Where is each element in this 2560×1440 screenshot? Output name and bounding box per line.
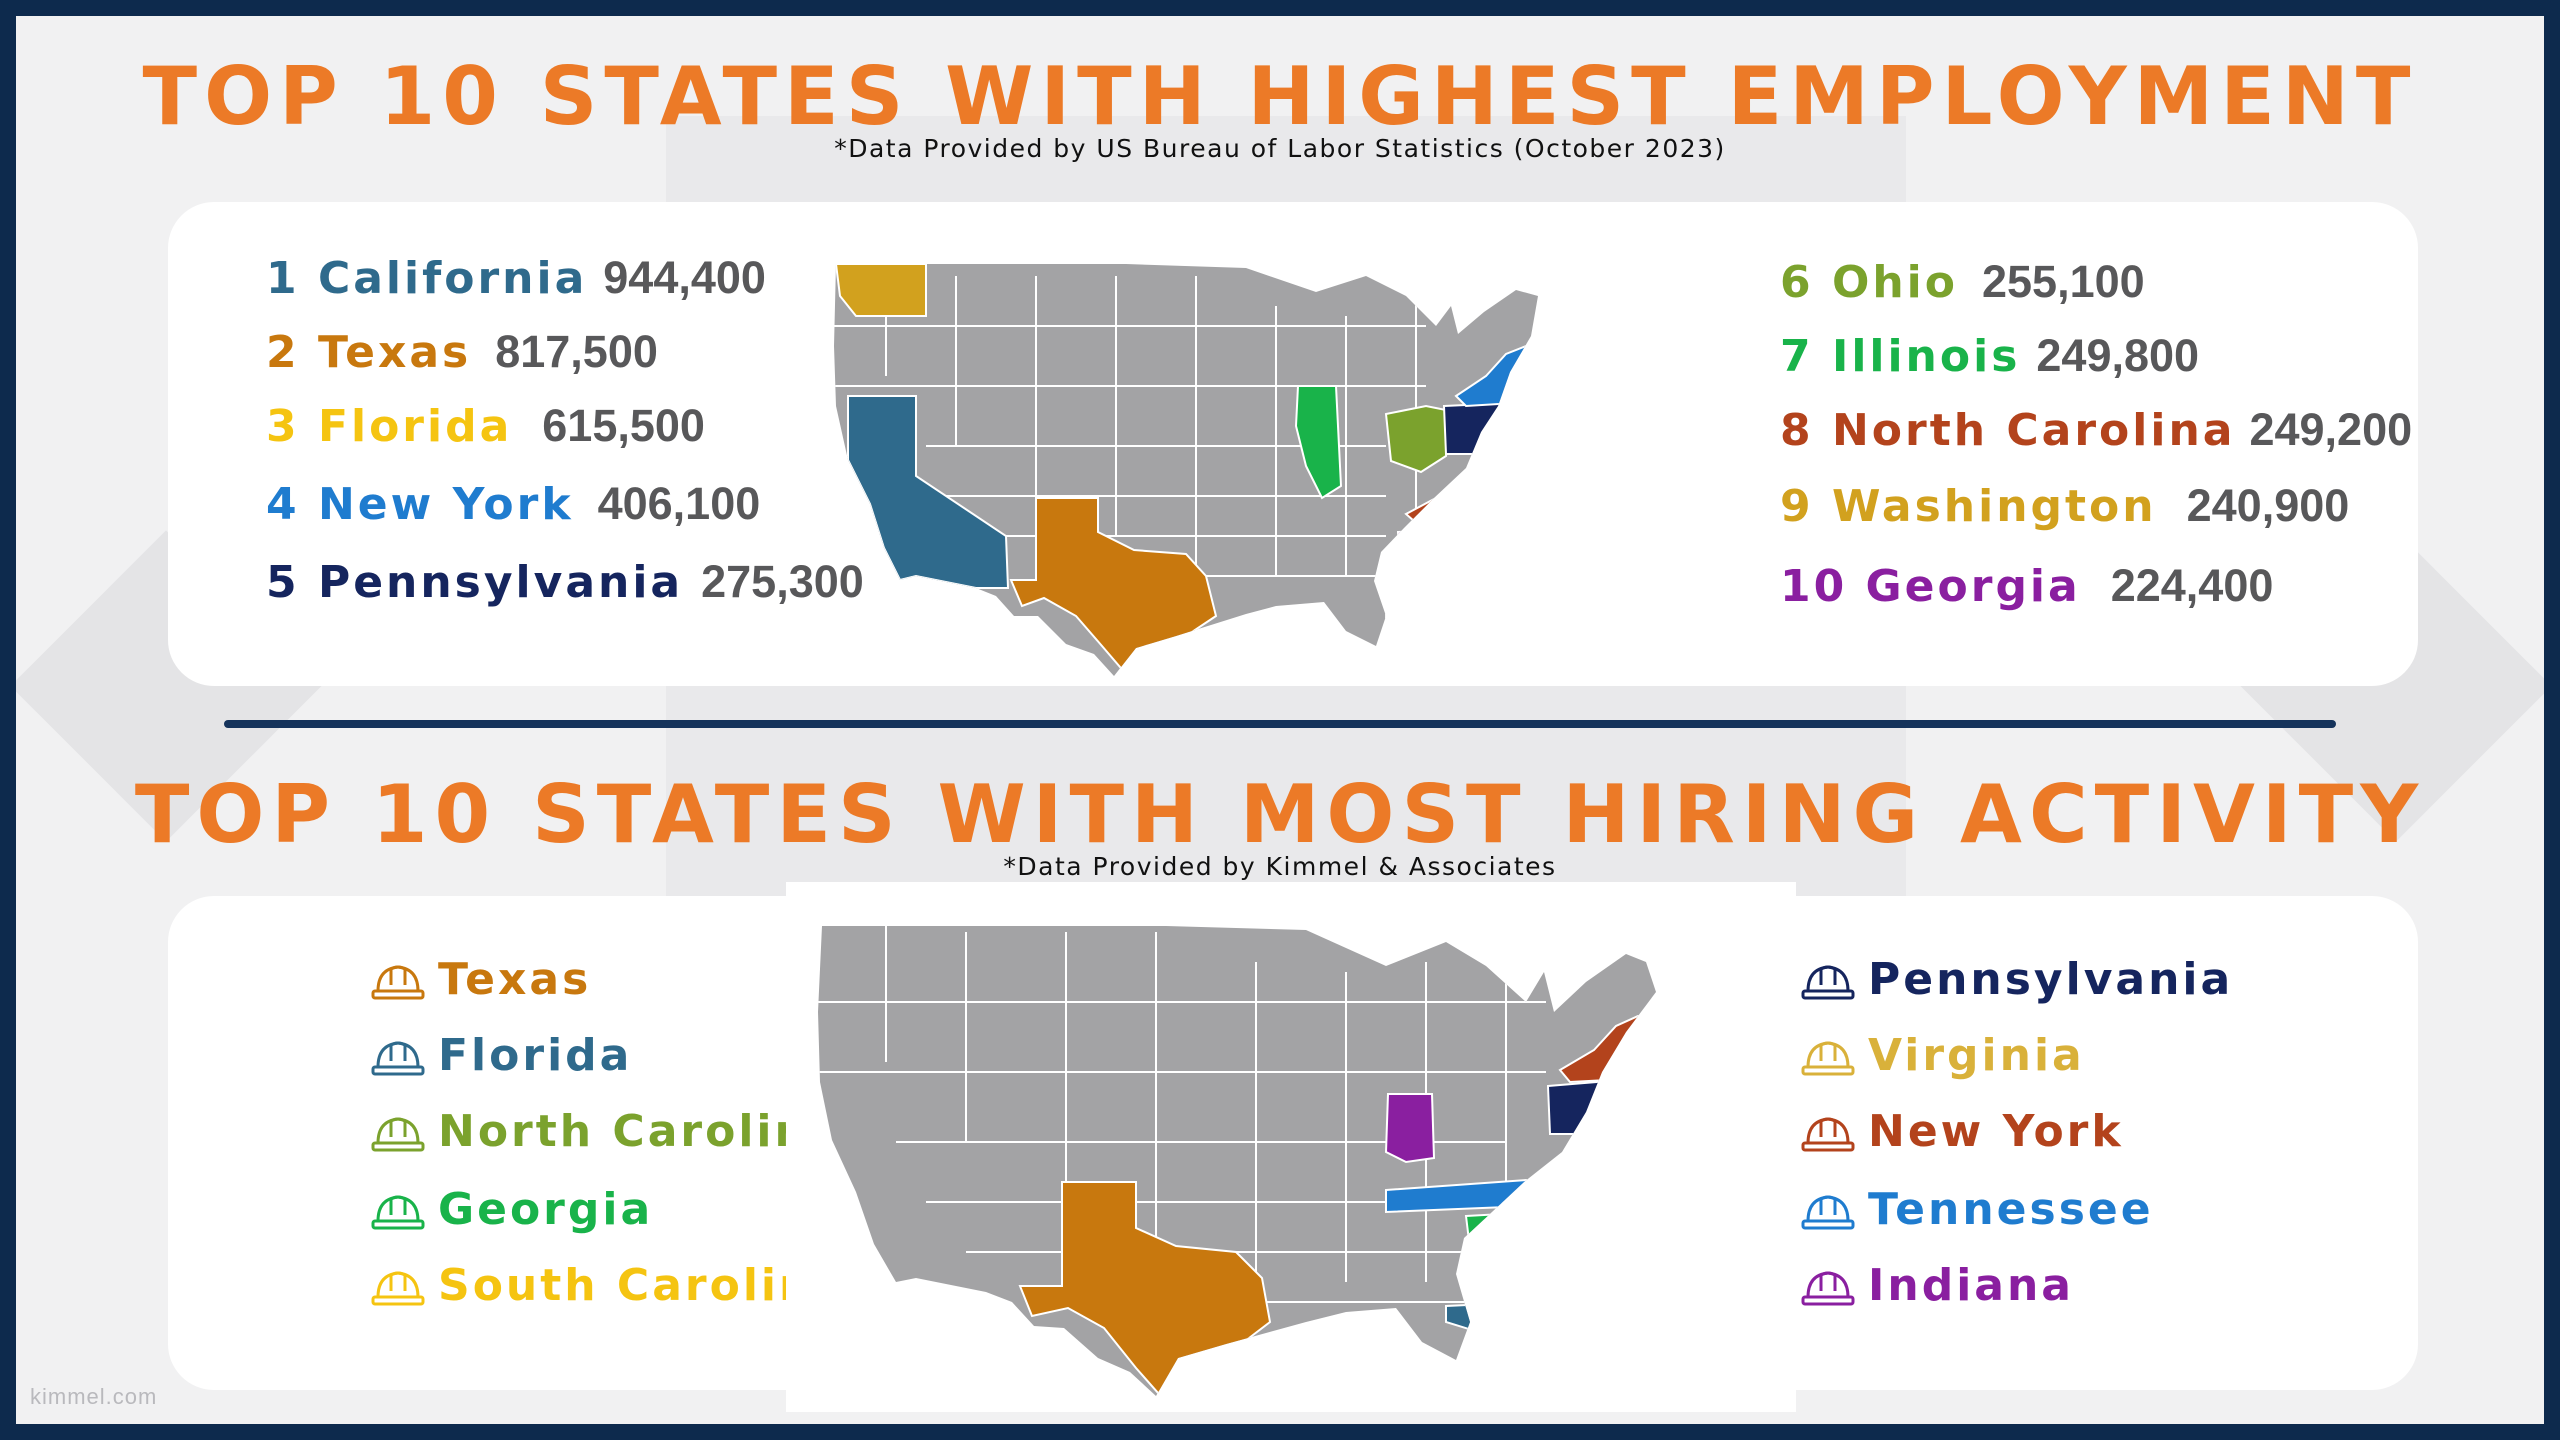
state-name: South Carolina (438, 1260, 847, 1311)
rank-number: 9 (1780, 481, 1814, 532)
hard-hat-icon (1801, 964, 1855, 999)
state-name: Georgia (438, 1184, 654, 1235)
employment-value: 249,200 (2249, 404, 2413, 455)
hard-hat-icon (371, 1270, 425, 1305)
employment-value: 255,100 (1981, 256, 2145, 307)
state-name: California (299, 253, 588, 304)
hiring-row: Pennsylvania (1800, 954, 2233, 1005)
hiring-row: Georgia (370, 1184, 653, 1235)
hiring-source: *Data Provided by Kimmel & Associates (1003, 852, 1557, 881)
employment-value: 944,400 (603, 252, 766, 303)
hard-hat-icon (371, 1040, 425, 1075)
state-name: Illinois (1813, 331, 2021, 382)
hard-hat-icon (371, 1116, 425, 1151)
hard-hat-icon (1801, 1194, 1855, 1229)
state-name: New York (299, 479, 574, 530)
employment-value: 240,900 (2186, 480, 2350, 531)
state-name: North Carolina (1813, 405, 2236, 456)
hiring-row: Texas (370, 954, 591, 1005)
employment-row: 9 Washington 240,900 (1780, 480, 2349, 532)
rank-number: 6 (1780, 257, 1814, 308)
state-name: North Carolina (438, 1106, 842, 1157)
employment-row: 5 Pennsylvania 275,300 (266, 556, 864, 608)
state-name: New York (1868, 1106, 2124, 1157)
employment-row: 4 New York 406,100 (266, 478, 760, 530)
state-name: Texas (299, 327, 472, 378)
employment-row: 6 Ohio 255,100 (1780, 256, 2145, 308)
hiring-row: North Carolina (370, 1106, 842, 1157)
section-divider (224, 720, 2336, 728)
hiring-row: South Carolina (370, 1260, 846, 1311)
hard-hat-icon (371, 964, 425, 999)
hard-hat-icon (1801, 1116, 1855, 1151)
state-florida (1385, 608, 1508, 676)
state-name: Ohio (1813, 257, 1958, 308)
brand-watermark: kimmel.com (30, 1384, 158, 1409)
state-washington (834, 264, 927, 317)
employment-us-map (834, 264, 1538, 676)
rank-number: 3 (266, 401, 300, 452)
hard-hat-icon (1801, 1040, 1855, 1075)
state-name: Florida (438, 1030, 633, 1081)
employment-value: 817,500 (495, 326, 658, 377)
employment-title: TOP 10 STATES WITH HIGHEST EMPLOYMENT (142, 50, 2418, 143)
state-pennsylvania (1442, 400, 1538, 455)
rank-number: 5 (266, 557, 300, 608)
infographic-canvas: TOP 10 STATES WITH HIGHEST EMPLOYMENT *D… (16, 16, 2544, 1424)
rank-number: 2 (266, 327, 300, 378)
state-name: Pennsylvania (299, 557, 684, 608)
hiring-us-map (786, 882, 1796, 1412)
employment-value: 275,300 (701, 556, 864, 607)
hiring-title: TOP 10 STATES WITH MOST HIRING ACTIVITY (134, 768, 2426, 861)
rank-number: 4 (266, 479, 300, 530)
hiring-row: Florida (370, 1030, 632, 1081)
state-name: Georgia (1847, 561, 2081, 612)
employment-row: 2 Texas 817,500 (266, 326, 658, 378)
state-georgia (1396, 528, 1468, 609)
employment-row: 10 Georgia 224,400 (1780, 560, 2273, 612)
employment-value: 406,100 (597, 478, 761, 529)
employment-value: 249,800 (2036, 330, 2200, 381)
state-name: Washington (1813, 481, 2157, 532)
map-states-top (834, 264, 1538, 676)
hiring-row: Virginia (1800, 1030, 2085, 1081)
hiring-row: New York (1800, 1106, 2124, 1157)
rank-number: 8 (1780, 405, 1814, 456)
employment-row: 3 Florida 615,500 (266, 400, 705, 452)
state-name: Florida (299, 401, 513, 452)
rank-number: 1 (266, 253, 300, 304)
employment-value: 224,400 (2110, 560, 2274, 611)
employment-source: *Data Provided by US Bureau of Labor Sta… (834, 134, 1726, 163)
state-indiana (1384, 1093, 1436, 1164)
state-name: Indiana (1868, 1260, 2074, 1311)
hard-hat-icon (1801, 1270, 1855, 1305)
hard-hat-icon (371, 1194, 425, 1229)
state-illinois (1294, 385, 1343, 500)
rank-number: 7 (1780, 331, 1814, 382)
employment-value: 615,500 (542, 400, 705, 451)
state-name: Tennessee (1868, 1184, 2154, 1235)
employment-row: 8 North Carolina 249,200 (1780, 404, 2412, 456)
state-ohio (1384, 404, 1453, 474)
state-name: Texas (438, 954, 592, 1005)
state-name: Virginia (1868, 1030, 2085, 1081)
employment-row: 1 California 944,400 (266, 252, 766, 304)
state-name: Pennsylvania (1868, 954, 2234, 1005)
hiring-row: Indiana (1800, 1260, 2074, 1311)
rank-number: 10 (1780, 561, 1848, 612)
employment-row: 7 Illinois 249,800 (1780, 330, 2199, 382)
hiring-row: Tennessee (1800, 1184, 2154, 1235)
